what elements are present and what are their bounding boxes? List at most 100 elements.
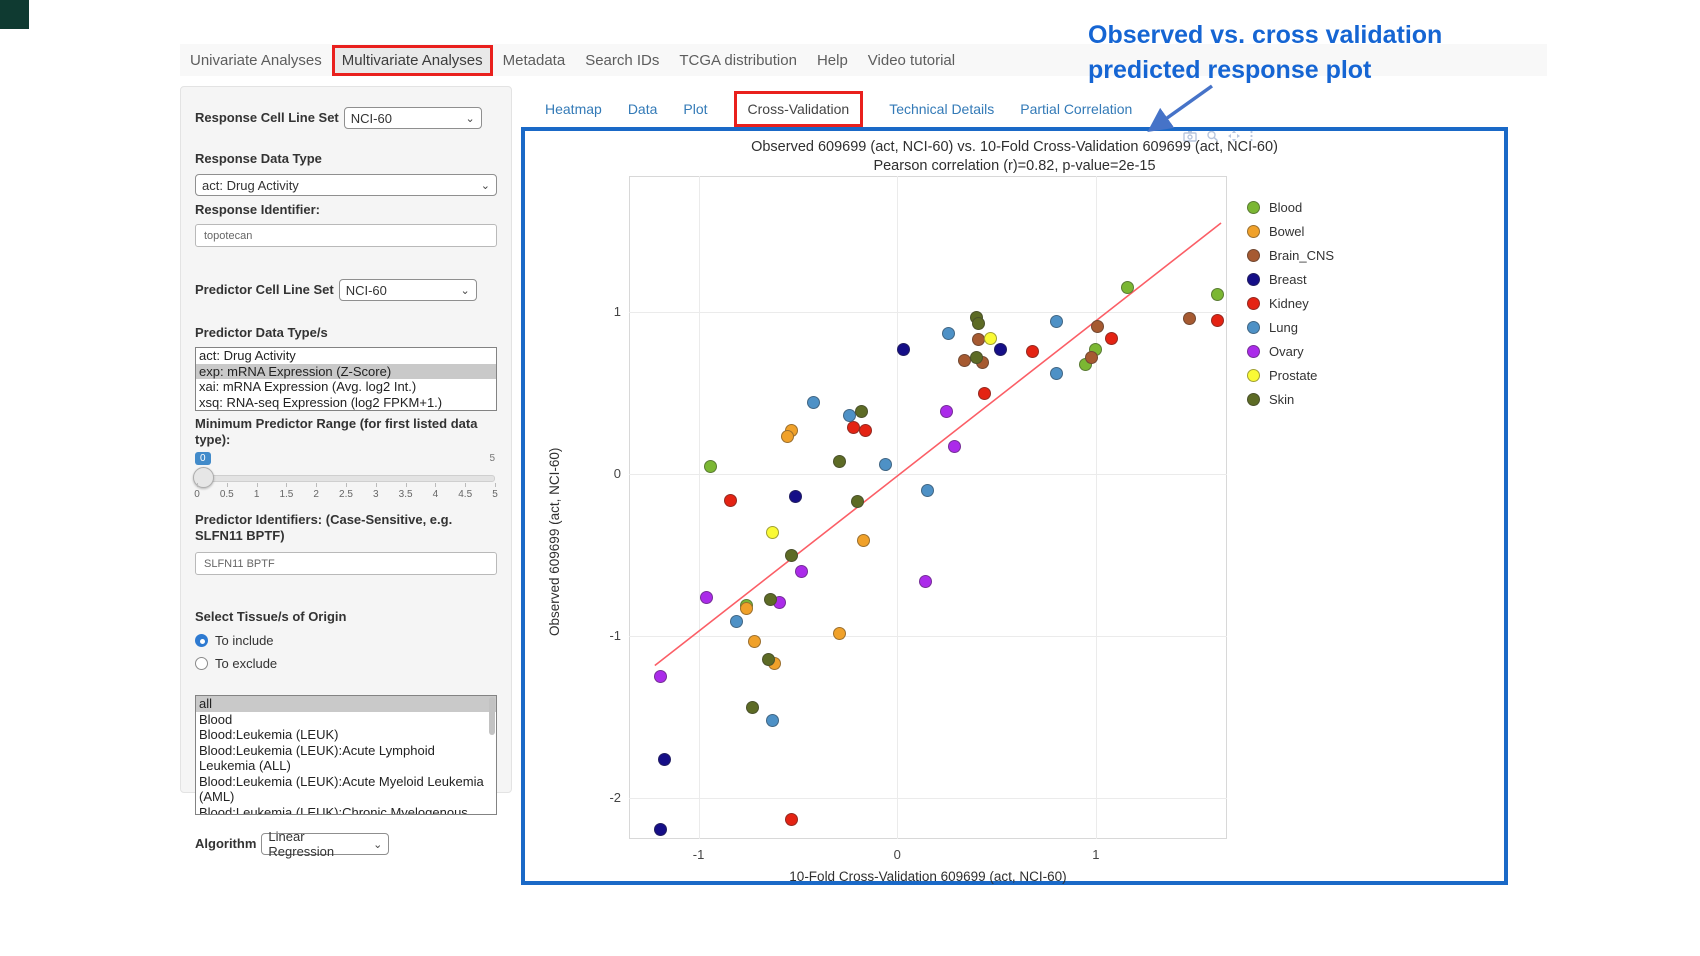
legend-item-skin[interactable]: Skin <box>1247 387 1334 411</box>
legend-dot <box>1247 392 1260 406</box>
list-option[interactable]: Blood:Leukemia (LEUK):Acute Lymphoid Leu… <box>199 742 435 774</box>
nav-tab-multivariate-analyses[interactable]: Multivariate Analyses <box>331 44 493 76</box>
list-option[interactable]: xsq: RNA-seq Expression (log2 FPKM+1.) <box>199 394 443 410</box>
slider-handle[interactable] <box>193 467 214 488</box>
data-point-bowel <box>856 534 870 548</box>
subtab-cross-validation[interactable]: Cross-Validation <box>733 91 864 127</box>
data-point-brain_cns <box>1091 320 1105 334</box>
legend-item-blood[interactable]: Blood <box>1247 195 1334 219</box>
subtab-technical-details[interactable]: Technical Details <box>889 101 995 117</box>
legend-dot <box>1247 344 1260 358</box>
legend-dot <box>1247 248 1260 262</box>
slider-tick-mark <box>256 483 258 487</box>
legend-dot <box>1247 272 1260 286</box>
legend-dot <box>1247 224 1260 238</box>
legend-item-prostate[interactable]: Prostate <box>1247 363 1334 387</box>
data-point-lung <box>843 409 857 423</box>
list-option[interactable]: act: Drug Activity <box>199 348 296 363</box>
data-point-ovary <box>918 574 932 588</box>
subtab-partial-correlation[interactable]: Partial Correlation <box>1020 101 1133 117</box>
predictor-data-types-label: Predictor Data Type/s <box>195 325 328 340</box>
zoom-icon[interactable] <box>1206 130 1219 142</box>
data-point-skin <box>761 652 775 666</box>
list-option[interactable]: exp: mRNA Expression (Z-Score) <box>196 363 496 379</box>
subtab-heatmap[interactable]: Heatmap <box>545 101 602 117</box>
scrollbar[interactable] <box>489 697 495 735</box>
data-point-breast <box>994 342 1007 356</box>
data-point-lung <box>942 326 956 340</box>
data-point-blood <box>1210 287 1224 301</box>
chevron-down-icon: ⌄ <box>460 284 470 297</box>
data-point-brain_cns <box>1182 312 1196 326</box>
list-option[interactable]: Blood:Leukemia (LEUK):Acute Myeloid Leuk… <box>199 773 484 805</box>
y-gridline <box>629 474 1227 476</box>
slider-tick-label: 3 <box>373 489 379 500</box>
list-option[interactable]: xai: mRNA Expression (Avg. log2 Int.) <box>199 379 417 394</box>
nav-tab-metadata[interactable]: Metadata <box>502 51 566 69</box>
nav-tab-univariate-analyses[interactable]: Univariate Analyses <box>190 51 322 69</box>
response-cell-line-set-select[interactable]: NCI-60 ⌄ <box>343 107 482 129</box>
legend-item-breast[interactable]: Breast <box>1247 267 1334 291</box>
tissue-radio-row: To include <box>195 633 497 648</box>
y-axis-title: Observed 609699 (act, NCI-60) <box>547 447 562 636</box>
tissue-origin-label: Select Tissue/s of Origin <box>195 609 347 624</box>
y-gridline <box>629 636 1227 638</box>
slider-ticks: 0 0.5 1 1.5 2 2.5 3 3.5 4 4.5 5 <box>194 483 498 503</box>
x-gridline <box>897 176 899 839</box>
data-point-lung <box>729 615 743 629</box>
y-tick-label: -1 <box>609 628 621 644</box>
slider-tick-label: 5 <box>492 489 498 500</box>
slider-tick-label: 4.5 <box>458 489 473 500</box>
subtab-data[interactable]: Data <box>627 101 658 117</box>
nav-tab-tcga-distribution[interactable]: TCGA distribution <box>679 51 797 69</box>
camera-icon[interactable] <box>1183 130 1197 142</box>
slider-track[interactable] <box>197 475 495 482</box>
response-cell-line-set-value: NCI-60 <box>350 110 392 126</box>
data-point-brain_cns <box>1085 351 1099 365</box>
legend-item-lung[interactable]: Lung <box>1247 315 1334 339</box>
data-point-ovary <box>654 670 668 684</box>
data-point-bowel <box>833 626 847 640</box>
list-option[interactable]: all <box>196 696 496 712</box>
legend-item-ovary[interactable]: Ovary <box>1247 339 1334 363</box>
predictor-cell-line-set-select[interactable]: NCI-60 ⌄ <box>338 279 477 301</box>
slider-tick-mark <box>375 483 377 487</box>
nav-tab-video-tutorial[interactable]: Video tutorial <box>867 51 956 69</box>
response-identifier-label: Response Identifier: <box>195 202 320 217</box>
annotation-line2: predicted response plot <box>1088 56 1372 84</box>
nav-tab-search-ids[interactable]: Search IDs <box>585 51 660 69</box>
subtab-plot[interactable]: Plot <box>683 101 708 117</box>
data-point-skin <box>970 351 984 365</box>
slider-tick-mark <box>435 483 437 487</box>
list-option[interactable]: Blood:Leukemia (LEUK) <box>199 727 339 742</box>
list-option[interactable]: Blood:Leukemia (LEUK):Chronic Myelogenou… <box>199 804 468 815</box>
response-data-type-select[interactable]: act: Drug Activity ⌄ <box>195 174 497 196</box>
radio-button[interactable] <box>195 634 208 647</box>
algorithm-select[interactable]: Linear Regression ⌄ <box>261 829 390 859</box>
data-point-breast <box>896 342 910 356</box>
list-option[interactable]: Blood <box>199 711 233 727</box>
radio-button[interactable] <box>195 657 208 670</box>
data-point-breast <box>789 490 803 504</box>
pan-icon[interactable] <box>1228 130 1240 142</box>
predictor-identifiers-input[interactable] <box>195 552 497 575</box>
legend-item-brain_cns[interactable]: Brain_CNS <box>1247 243 1334 267</box>
chart-legend: Blood Bowel Brain_CNS Breast Kidney Lung Ovary… <box>1247 195 1334 411</box>
x-gridline <box>1095 176 1097 839</box>
legend-dot <box>1247 320 1260 334</box>
data-point-lung <box>1049 367 1063 381</box>
legend-item-bowel[interactable]: Bowel <box>1247 219 1334 243</box>
slider-tick-mark <box>346 483 347 487</box>
nav-tab-help[interactable]: Help <box>816 51 848 69</box>
data-point-skin <box>854 404 868 418</box>
response-data-type-value: act: Drug Activity <box>202 177 299 193</box>
slider-tick-label: 1.5 <box>279 489 294 500</box>
response-data-type-label: Response Data Type <box>195 151 322 166</box>
more-icon[interactable] <box>1249 130 1254 142</box>
annotation-text: Observed vs. cross validation predicted … <box>1088 18 1442 88</box>
legend-label: Blood <box>1269 199 1303 215</box>
response-identifier-input[interactable] <box>195 224 497 247</box>
data-point-lung <box>920 483 934 497</box>
algorithm-value: Linear Regression <box>268 829 335 859</box>
legend-item-kidney[interactable]: Kidney <box>1247 291 1334 315</box>
